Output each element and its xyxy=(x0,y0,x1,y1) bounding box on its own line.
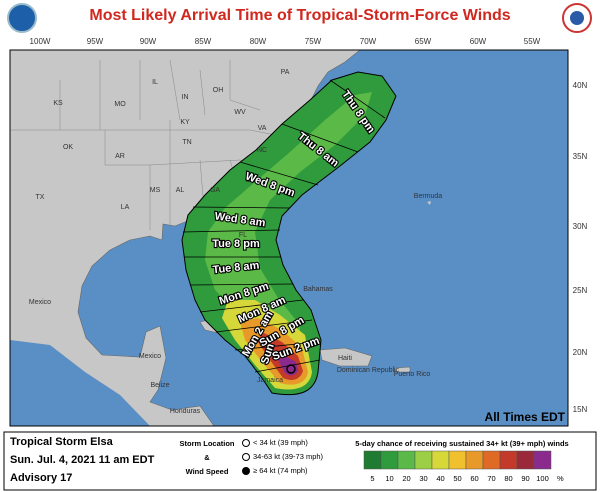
scale-swatch xyxy=(516,450,535,470)
map: All Times EDT 100W 95W 90W 85W 80W 75W 70W 65W 6… xyxy=(9,37,588,427)
legend-item: 34-63 kt (39-73 mph) xyxy=(253,452,324,461)
place-label: MO xyxy=(114,101,126,108)
place-label: Mexico xyxy=(29,299,51,306)
scale-label: 60 xyxy=(470,474,478,483)
scale-label: 10 xyxy=(385,474,393,483)
lon-label: 60W xyxy=(470,37,487,46)
cone-inner xyxy=(205,92,372,360)
noaa-logo xyxy=(7,3,37,33)
scale-label: 50 xyxy=(453,474,461,483)
nws-logo-center xyxy=(570,11,584,25)
ampersand: & xyxy=(204,453,210,462)
arrival-time-label: Tue 8 pm xyxy=(212,238,260,250)
symbol-depression xyxy=(242,439,250,447)
place-label: Dominican Republic xyxy=(337,367,400,374)
scale-label: 90 xyxy=(521,474,529,483)
place-label: WV xyxy=(234,109,246,116)
place-label: VA xyxy=(258,125,267,132)
map-frame xyxy=(9,49,569,427)
scale-title: 5-day chance of receiving sustained 34+ … xyxy=(355,439,568,448)
lon-label: 95W xyxy=(87,37,104,46)
place-label: Honduras xyxy=(170,408,201,415)
lon-label: 55W xyxy=(524,37,541,46)
place-label: Haiti xyxy=(338,355,352,362)
place-label: Jamaica xyxy=(257,377,283,384)
place-label: IL xyxy=(152,79,158,86)
symbol-storm xyxy=(242,453,250,461)
scale-label: 100 xyxy=(536,474,549,483)
pacific xyxy=(10,340,150,426)
place-label: Bahamas xyxy=(303,286,333,293)
advisory-date: Sun. Jul. 4, 2021 11 am EDT xyxy=(10,454,155,466)
lat-label: 15N xyxy=(573,405,588,414)
bermuda xyxy=(427,201,431,205)
place-label: IN xyxy=(182,94,189,101)
location-heading: Storm Location xyxy=(179,439,234,448)
lon-label: 90W xyxy=(140,37,157,46)
place-label: SC xyxy=(245,177,255,184)
lon-label: 100W xyxy=(30,37,51,46)
color-scale: 5 10 20 30 40 50 60 70 80 90 100% xyxy=(363,450,564,483)
scale-swatch xyxy=(414,450,433,470)
scale-label: 70 xyxy=(487,474,495,483)
legend-item: < 34 kt (39 mph) xyxy=(253,438,308,447)
scale-label: 5 xyxy=(370,474,374,483)
wind-heading: Wind Speed xyxy=(186,467,229,476)
title: Most Likely Arrival Time of Tropical-Sto… xyxy=(89,7,510,24)
place-label: AR xyxy=(115,153,125,160)
scale-label: 20 xyxy=(402,474,410,483)
lat-label: 35N xyxy=(573,152,588,161)
scale-swatch xyxy=(380,450,399,470)
place-label: KS xyxy=(53,100,63,107)
place-label: OK xyxy=(63,144,73,151)
lat-label: 30N xyxy=(573,222,588,231)
scale-label: 40 xyxy=(436,474,444,483)
place-label: Bermuda xyxy=(414,193,443,200)
place-label: FL xyxy=(239,232,247,239)
scale-label: 80 xyxy=(504,474,512,483)
lon-label: 80W xyxy=(250,37,267,46)
lat-label: 20N xyxy=(573,348,588,357)
scale-swatch xyxy=(465,450,484,470)
lon-label: 65W xyxy=(415,37,432,46)
scale-unit: % xyxy=(557,474,564,483)
place-label: KY xyxy=(180,119,190,126)
storm-name: Tropical Storm Elsa xyxy=(10,436,114,448)
place-label: TN xyxy=(182,139,191,146)
place-label: OH xyxy=(213,87,224,94)
place-label: Mexico xyxy=(139,353,161,360)
scale-swatch xyxy=(397,450,416,470)
place-label: LA xyxy=(121,204,130,211)
scale-label: 30 xyxy=(419,474,427,483)
place-label: AL xyxy=(176,187,185,194)
scale-swatch xyxy=(499,450,518,470)
advisory-number: Advisory 17 xyxy=(10,472,72,484)
legend-item: ≥ 64 kt (74 mph) xyxy=(253,466,308,475)
lon-label: 75W xyxy=(305,37,322,46)
scale-swatch xyxy=(482,450,501,470)
time-note: All Times EDT xyxy=(485,410,566,424)
lat-label: 40N xyxy=(573,81,588,90)
time-lines xyxy=(182,79,386,373)
storm-position xyxy=(286,364,296,374)
place-label: TX xyxy=(36,194,45,201)
scale-swatch xyxy=(431,450,450,470)
lat-label: 25N xyxy=(573,286,588,295)
scale-swatch xyxy=(363,450,382,470)
lon-label: 70W xyxy=(360,37,377,46)
place-label: PA xyxy=(281,69,290,76)
place-label: Belize xyxy=(150,382,169,389)
place-label: NC xyxy=(257,147,267,154)
scale-swatch xyxy=(448,450,467,470)
symbol-hurricane xyxy=(242,467,250,475)
place-label: Puerto Rico xyxy=(394,371,431,378)
hispaniola xyxy=(319,347,373,367)
scale-swatch xyxy=(533,450,552,470)
lon-label: 85W xyxy=(195,37,212,46)
puerto-rico xyxy=(394,366,411,373)
place-label: MS xyxy=(150,187,161,194)
place-label: GA xyxy=(210,187,220,194)
